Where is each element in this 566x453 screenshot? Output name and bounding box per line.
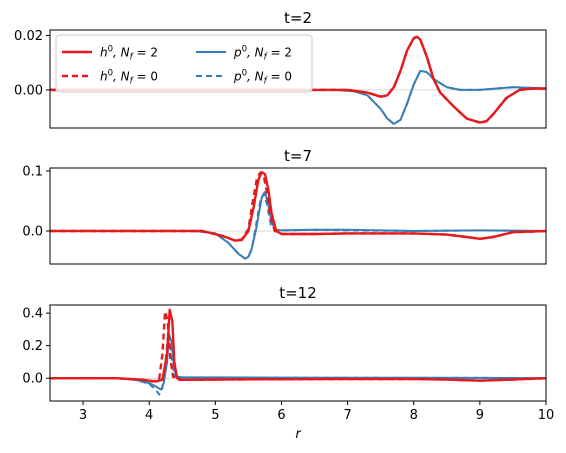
legend-label-prefix: p bbox=[233, 70, 242, 84]
y-tick-label: 0.02 bbox=[14, 29, 43, 44]
legend-label-suffix: = 0 bbox=[133, 70, 158, 84]
panel-title: t=7 bbox=[284, 147, 312, 165]
legend-label-prefix: h bbox=[100, 46, 108, 60]
legend-box bbox=[55, 34, 313, 93]
legend-label: p0, Nf = 2 bbox=[233, 45, 292, 63]
legend-label-sub: f bbox=[130, 77, 135, 87]
x-axis-label: r bbox=[295, 427, 302, 442]
y-tick-label: 0.1 bbox=[22, 165, 43, 180]
series-line-p0-nf2 bbox=[50, 191, 546, 260]
legend-label-mid: , N bbox=[247, 46, 264, 60]
x-tick-label: 5 bbox=[211, 408, 219, 423]
y-tick-label: 0.4 bbox=[22, 307, 43, 322]
series-line-h0-nf2 bbox=[50, 308, 546, 383]
legend: h0, Nf = 2h0, Nf = 0p0, Nf = 2p0, Nf = 0 bbox=[55, 34, 313, 93]
x-tick-label: 8 bbox=[410, 408, 418, 423]
series-line-p0-nf0 bbox=[50, 192, 546, 260]
series-line-h0-nf0 bbox=[50, 171, 546, 242]
legend-label-sub: f bbox=[130, 53, 135, 63]
axes-frame bbox=[49, 167, 547, 265]
series-line-h0-nf0 bbox=[50, 310, 546, 383]
y-tick-label: 0.0 bbox=[22, 372, 43, 387]
panel-title: t=2 bbox=[284, 9, 312, 27]
panel-2: t=7 0.0 0.1 bbox=[22, 147, 547, 265]
legend-label-mid: , N bbox=[113, 46, 130, 60]
x-tick-label: 4 bbox=[145, 408, 153, 423]
series-line-p0-nf0 bbox=[50, 69, 546, 125]
panel-title: t=12 bbox=[279, 284, 317, 302]
y-tick-label: 0.00 bbox=[14, 83, 43, 98]
legend-label-suffix: = 0 bbox=[267, 70, 292, 84]
legend-label: p0, Nf = 0 bbox=[233, 69, 292, 87]
x-tick-label: 7 bbox=[343, 408, 351, 423]
legend-label: h0, Nf = 2 bbox=[100, 45, 158, 63]
axes-frame bbox=[49, 29, 547, 129]
legend-label-sup: 0 bbox=[242, 45, 247, 55]
x-tick-label: 10 bbox=[538, 408, 555, 423]
x-tick-label: 3 bbox=[79, 408, 87, 423]
legend-label-sub: f bbox=[264, 53, 269, 63]
legend-label-suffix: = 2 bbox=[133, 46, 158, 60]
axes-frame bbox=[49, 304, 547, 402]
legend-label-sup: 0 bbox=[108, 45, 113, 55]
legend-label-mid: , N bbox=[113, 70, 130, 84]
legend-label-sup: 0 bbox=[108, 69, 113, 79]
legend-label-mid: , N bbox=[247, 70, 264, 84]
y-tick-label: 0.2 bbox=[22, 339, 43, 354]
series-line-p0-nf0 bbox=[50, 336, 546, 396]
x-tick-label: 6 bbox=[277, 408, 285, 423]
x-tick-label: 9 bbox=[476, 408, 484, 423]
legend-label: h0, Nf = 0 bbox=[100, 69, 158, 87]
legend-label-sub: f bbox=[264, 77, 269, 87]
series-line-h0-nf0 bbox=[50, 35, 546, 124]
y-tick-label: 0.0 bbox=[22, 225, 43, 240]
panel-1: t=2 0.00 0.02 bbox=[14, 9, 547, 129]
legend-label-prefix: h bbox=[100, 70, 108, 84]
legend-label-prefix: p bbox=[233, 46, 242, 60]
legend-label-sup: 0 bbox=[242, 69, 247, 79]
panel-3: t=12 0.0 0.2 0.4 bbox=[22, 284, 547, 402]
legend-label-suffix: = 2 bbox=[267, 46, 292, 60]
